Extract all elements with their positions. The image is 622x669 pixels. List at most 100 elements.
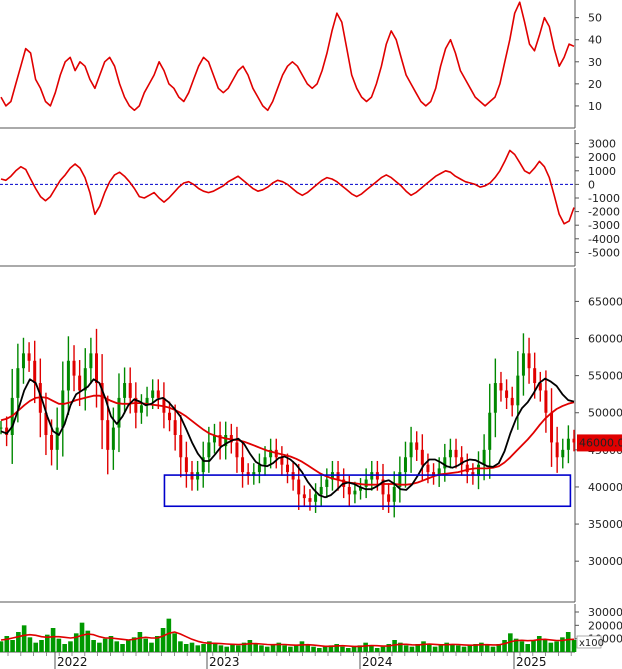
volume-bar xyxy=(351,646,357,652)
volume-bar xyxy=(131,637,137,652)
price-candle xyxy=(527,353,531,369)
volume-bar xyxy=(340,646,345,652)
volume-bar xyxy=(548,642,554,652)
price-candle xyxy=(403,457,407,473)
volume-bar xyxy=(85,630,91,652)
price-candle xyxy=(499,383,503,391)
volume-bar xyxy=(438,645,444,652)
x-tick-label: 2024 xyxy=(362,655,393,669)
volume-bar xyxy=(299,641,305,652)
volume-bar xyxy=(166,618,172,652)
support-zone-box xyxy=(163,474,572,508)
price-candle xyxy=(151,390,155,398)
volume-unit: x100 xyxy=(576,635,604,649)
price-candle xyxy=(477,464,480,476)
volume-bar xyxy=(212,644,218,652)
price-candle xyxy=(538,383,542,391)
price-candle xyxy=(241,457,245,473)
volume-bar xyxy=(183,644,189,652)
volume-unit-label: x100 xyxy=(579,638,604,649)
price-candle xyxy=(117,397,121,428)
price-candle xyxy=(471,472,475,476)
volume-bar xyxy=(270,644,276,652)
volume-bar xyxy=(0,641,4,652)
volume-bar xyxy=(571,640,577,652)
last-price-label: 46000.00 xyxy=(579,436,622,449)
volume-bar xyxy=(293,645,299,652)
volume-bar xyxy=(143,638,148,652)
price-candle xyxy=(426,464,430,473)
panel-rsi: 10 20 30 40 50 xyxy=(0,0,602,129)
volume-bar xyxy=(97,642,102,652)
price-candle xyxy=(555,442,559,458)
price-candle xyxy=(33,360,37,384)
volume-bar xyxy=(241,642,247,652)
volume-ytick-label: 30000 xyxy=(588,606,622,619)
price-candle xyxy=(353,490,357,495)
price-candle xyxy=(521,353,525,376)
volume-bar xyxy=(21,625,27,652)
price-candle xyxy=(201,457,205,473)
price-candle xyxy=(55,427,59,450)
volume-bar xyxy=(427,644,432,652)
price-candle xyxy=(123,383,127,398)
volume-bar xyxy=(455,645,461,652)
macd-line xyxy=(0,149,575,225)
volume-bar xyxy=(16,632,21,652)
price-candle xyxy=(488,412,492,450)
volume-bar xyxy=(560,637,565,652)
price-candle xyxy=(387,494,391,502)
volume-bar xyxy=(276,642,282,652)
price-candle xyxy=(111,427,115,450)
volume-bar xyxy=(565,632,571,652)
volume-bar xyxy=(4,636,10,652)
price-candle xyxy=(27,353,31,361)
volume-bar xyxy=(513,638,519,652)
x-tick-label: 2025 xyxy=(516,655,547,669)
volume-bar xyxy=(154,636,160,652)
volume-bar xyxy=(120,644,125,652)
price-ytick-label: 60000 xyxy=(588,333,622,346)
price-candle xyxy=(246,472,250,476)
price-candle xyxy=(302,494,306,499)
volume-bar xyxy=(264,646,270,652)
volume-bar xyxy=(50,628,56,652)
x-axis: 2022 2023 2024 2025 xyxy=(7,652,572,669)
price-candle xyxy=(162,397,166,413)
x-tick-label: 2022 xyxy=(57,655,88,669)
volume-bar xyxy=(386,644,392,652)
price-candle xyxy=(415,442,419,450)
price-candle xyxy=(286,464,289,473)
rsi-ytick-label: 20 xyxy=(588,78,602,91)
price-candle xyxy=(263,457,267,465)
price-candle xyxy=(134,397,138,413)
price-candle xyxy=(465,464,469,473)
volume-bar xyxy=(45,634,50,652)
macd-ytick-label: -4000 xyxy=(588,233,620,246)
ma-short-line xyxy=(0,377,575,499)
volume-bar xyxy=(236,645,241,652)
volume-bar xyxy=(531,640,536,652)
price-candle xyxy=(493,383,497,413)
volume-bar xyxy=(247,640,253,652)
price-candle xyxy=(269,449,273,458)
price-ytick-label: 50000 xyxy=(588,407,622,420)
volume-bar xyxy=(201,644,206,652)
price-candle xyxy=(44,412,48,435)
volume-bar xyxy=(334,644,339,652)
price-ytick-label: 30000 xyxy=(588,555,622,568)
volume-bar xyxy=(137,632,143,652)
ma-long-line xyxy=(0,394,575,486)
price-candle xyxy=(257,464,261,473)
price-candle xyxy=(566,438,570,450)
rsi-ytick-label: 30 xyxy=(588,56,602,69)
price-candle xyxy=(95,353,98,384)
price-candle xyxy=(482,449,486,465)
price-candle xyxy=(139,405,143,413)
price-candle xyxy=(454,449,458,458)
volume-bar xyxy=(311,646,316,652)
volume-bar xyxy=(403,645,409,652)
volume-bar xyxy=(189,642,195,652)
